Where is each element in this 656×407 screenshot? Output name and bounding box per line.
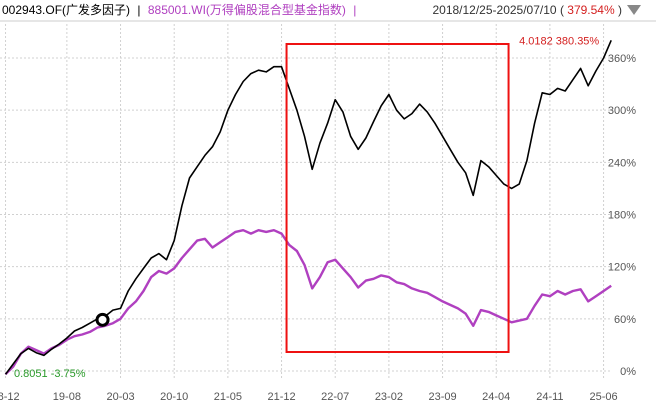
x-tick-label: 20-10 (160, 391, 188, 403)
x-tick-label: 18-12 (0, 391, 20, 403)
x-tick-label: 23-02 (375, 391, 403, 403)
plot-area (4, 39, 612, 376)
x-tick-label: 25-06 (589, 391, 617, 403)
x-axis: 18-12 19-08 20-03 20-10 21-05 21-12 22-07 23-02… (0, 391, 618, 403)
x-tick-label: 21-12 (267, 391, 295, 403)
y-tick-label: 300% (608, 105, 636, 117)
y-tick-label: 240% (608, 157, 636, 169)
triangle-down-icon[interactable] (627, 5, 641, 15)
date-range-text[interactable]: 2018/12/25-2025/07/10 (432, 3, 556, 17)
legend-separator: | (137, 3, 140, 17)
x-tick-label: 22-07 (321, 391, 349, 403)
date-range: 2018/12/25-2025/07/10 ( 379.54% ) (432, 3, 622, 17)
start-marker[interactable] (95, 312, 110, 327)
y-tick-label: 0% (620, 366, 636, 378)
y-tick-label: 360% (608, 53, 636, 65)
period-return: 379.54% (567, 3, 615, 17)
x-tick-label: 19-08 (53, 391, 81, 403)
return-open-paren: ( (560, 3, 564, 17)
start-value-label: 0.8051 -3.75% (14, 368, 86, 380)
y-tick-label: 180% (608, 210, 636, 222)
y-tick-label: 120% (608, 262, 636, 274)
series-fund-line[interactable] (4, 39, 612, 375)
return-close-paren: ) (618, 3, 622, 17)
x-tick-label: 23-09 (428, 391, 456, 403)
x-tick-label: 24-04 (482, 391, 510, 403)
y-axis: 0% 60% 120% 180% 240% 300% 360% (608, 53, 636, 378)
end-value-label: 4.0182 380.35% (519, 35, 599, 47)
grid (0, 24, 612, 380)
y-tick-label: 60% (614, 314, 636, 326)
x-tick-label: 20-03 (106, 391, 134, 403)
legend-fund[interactable]: 002943.OF(广发多因子) (2, 2, 130, 17)
legend: 002943.OF(广发多因子) | 885001.WI(万得偏股混合型基金指数… (2, 2, 356, 17)
highlight-box (285, 43, 510, 353)
legend-index[interactable]: 885001.WI(万得偏股混合型基金指数) (148, 2, 346, 17)
x-tick-label: 24-11 (536, 391, 563, 403)
legend-separator: | (353, 3, 356, 17)
x-tick-label: 21-05 (214, 391, 242, 403)
